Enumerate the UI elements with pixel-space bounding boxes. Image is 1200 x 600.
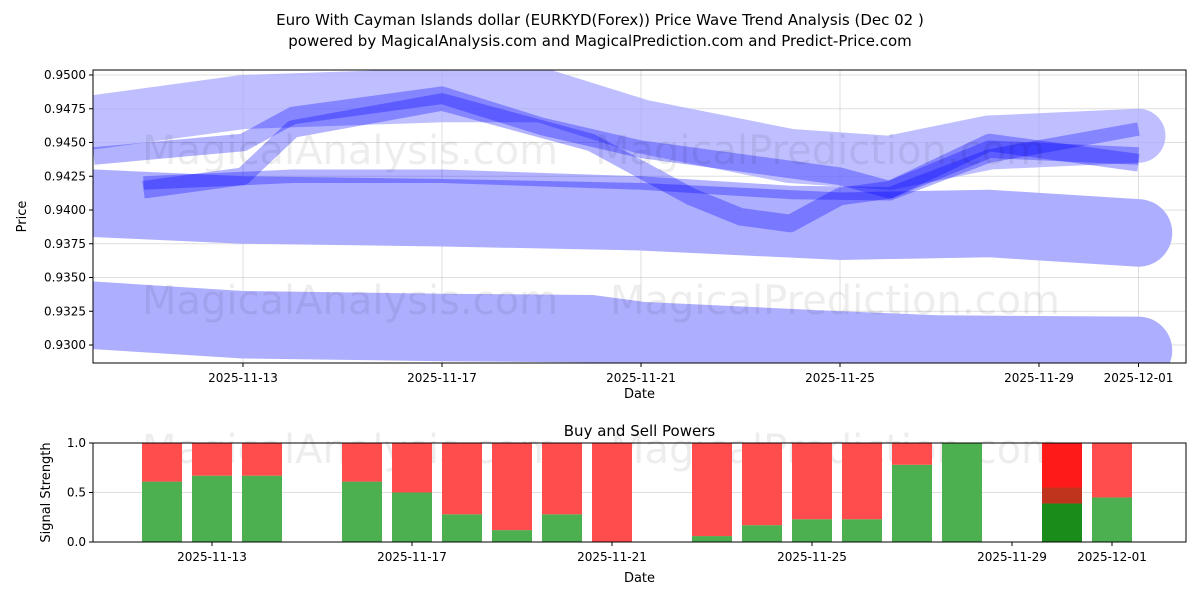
- watermark: MagicalPrediction.com: [610, 427, 1060, 473]
- buy-bar: [892, 464, 932, 542]
- buy-bar: [142, 481, 182, 542]
- y-tick-label: 0.9425: [44, 169, 86, 183]
- sell-bar: [592, 443, 632, 542]
- upper-band: [93, 70, 1166, 190]
- x-tick-label: 2025-11-13: [208, 371, 278, 385]
- sell-bar: [142, 443, 182, 482]
- buy-bar: [192, 475, 232, 542]
- watermark: MagicalAnalysis.com: [142, 278, 558, 324]
- x-tick-label: 2025-12-01: [1077, 550, 1147, 564]
- y-tick-label: 0.9350: [44, 271, 86, 285]
- y-tick-label: 0.9475: [44, 102, 86, 116]
- x-tick-label: 2025-11-21: [606, 371, 676, 385]
- x-tick-label: 2025-12-01: [1104, 371, 1174, 385]
- wave-1: [142, 93, 1139, 233]
- x-axis-label: Date: [624, 387, 655, 402]
- x-tick-label: 2025-11-25: [805, 371, 875, 385]
- y-tick-label: 0.9400: [44, 203, 86, 217]
- lower-band: [93, 281, 1173, 363]
- buy-bar: [342, 481, 382, 542]
- middle-band: [93, 169, 1173, 267]
- sell-bar: [842, 443, 882, 520]
- sell-bar: [392, 443, 432, 493]
- x-tick-label: 2025-11-25: [777, 550, 847, 564]
- y-tick-label: 0.9325: [44, 304, 86, 318]
- sell-bar: [492, 443, 532, 531]
- watermark: MagicalPrediction.com: [595, 128, 1045, 174]
- y-tick-label: 0.9450: [44, 136, 86, 150]
- buy-bar: [442, 514, 482, 542]
- sell-bar: [242, 443, 282, 476]
- buy-bar: [1042, 503, 1082, 542]
- buy-bar: [392, 492, 432, 542]
- buy-bar: [792, 519, 832, 542]
- sell-bar: [342, 443, 382, 482]
- y-tick-label: 1.0: [67, 436, 86, 450]
- y-tick-label: 0.5: [67, 486, 86, 500]
- y-axis-label: Signal Strength: [39, 442, 54, 542]
- overlap-bar: [1042, 487, 1082, 504]
- axes-frame: [92, 69, 1187, 364]
- chart-subtitle: powered by MagicalAnalysis.com and Magic…: [288, 32, 912, 50]
- x-tick-label: 2025-11-21: [577, 550, 647, 564]
- wave-2: [93, 86, 1140, 199]
- buy-bar: [942, 443, 982, 542]
- sell-bar: [192, 443, 232, 476]
- subplot-title: Buy and Sell Powers: [564, 422, 716, 440]
- buy-bar: [1092, 497, 1132, 542]
- buy-bar: [492, 530, 532, 542]
- sell-bar: [742, 443, 782, 526]
- axes-frame: [92, 442, 1187, 543]
- y-axis-label: Price: [15, 201, 30, 233]
- buy-bar: [692, 536, 732, 542]
- buy-bar: [542, 514, 582, 542]
- buy-bar: [842, 519, 882, 542]
- buy-bar: [742, 525, 782, 542]
- plot-area: [93, 70, 1173, 363]
- x-axis-label: Date: [624, 571, 655, 586]
- x-tick-label: 2025-11-17: [377, 550, 447, 564]
- sell-bar: [1092, 443, 1132, 498]
- x-tick-label: 2025-11-13: [177, 550, 247, 564]
- wave-3: [143, 122, 1140, 201]
- chart-title: Euro With Cayman Islands dollar (EURKYD(…: [276, 11, 924, 29]
- x-tick-label: 2025-11-29: [1004, 371, 1074, 385]
- x-tick-label: 2025-11-29: [977, 550, 1047, 564]
- y-tick-label: 0.9300: [44, 338, 86, 352]
- sell-bar: [442, 443, 482, 515]
- buy-bar: [242, 475, 282, 542]
- watermark: MagicalAnalysis.com: [142, 128, 558, 174]
- sell-bar: [692, 443, 732, 537]
- y-tick-label: 0.9500: [44, 68, 86, 82]
- watermark: MagicalPrediction.com: [610, 278, 1060, 324]
- sell-bar: [792, 443, 832, 520]
- y-tick-label: 0.0: [67, 535, 86, 549]
- sell-bar: [892, 443, 932, 465]
- x-tick-label: 2025-11-17: [407, 371, 477, 385]
- y-tick-label: 0.9375: [44, 237, 86, 251]
- sell-bar: [542, 443, 582, 515]
